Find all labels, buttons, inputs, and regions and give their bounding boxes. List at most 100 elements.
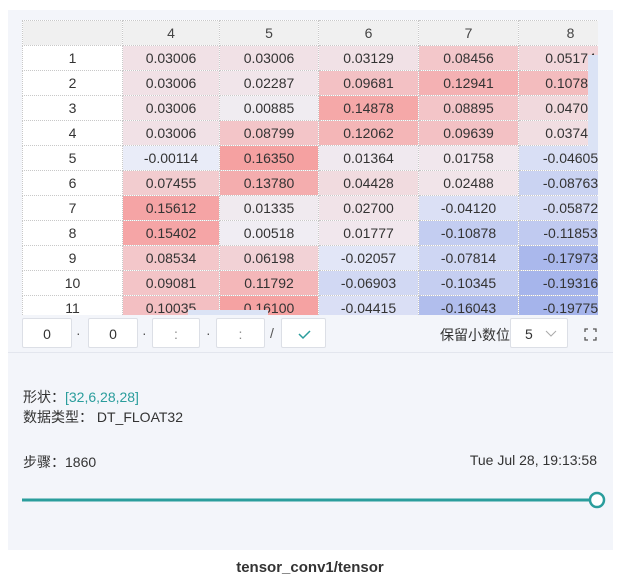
slice-input[interactable]: :	[152, 318, 200, 348]
table-row: 8 0.15402 0.00518 0.01777 -0.10878 -0.11853	[22, 220, 598, 246]
step-label: 步骤：	[23, 454, 65, 470]
cell: -0.19316	[518, 270, 598, 296]
cell: -0.04415	[318, 295, 419, 315]
decimals-select[interactable]: 5	[510, 318, 568, 348]
step-slider[interactable]	[16, 490, 612, 512]
cell: 0.08534	[122, 245, 220, 271]
row-label: 9	[22, 245, 123, 271]
row-label: 1	[22, 45, 123, 71]
cell: -0.04120	[418, 195, 519, 221]
cell: 0.05174	[518, 45, 598, 71]
decimals-value: 5	[525, 326, 533, 342]
cell: -0.16043	[418, 295, 519, 315]
column-header: 7	[418, 20, 519, 46]
row-label: 11	[22, 295, 123, 315]
table-row: 3 0.03006 0.00885 0.14878 0.08895 0.04705	[22, 95, 598, 121]
table-row: 5 -0.00114 0.16350 0.01364 0.01758 -0.04605	[22, 145, 598, 171]
cell: -0.17973	[518, 245, 598, 271]
slice-input[interactable]: :	[216, 318, 265, 348]
cell: -0.07814	[418, 245, 519, 271]
cell: 0.12062	[318, 120, 419, 146]
h-scrollbar[interactable]	[188, 310, 268, 315]
dtype-row: 数据类型： DT_FLOAT32	[23, 407, 183, 427]
row-label: 5	[22, 145, 123, 171]
cell: -0.05872	[518, 195, 598, 221]
table-row: 1 0.03006 0.03006 0.03129 0.08456 0.05174	[22, 45, 598, 71]
cell: 0.06198	[219, 245, 319, 271]
index-input[interactable]: 0	[88, 318, 138, 348]
cell: 0.00885	[219, 95, 319, 121]
cell: 0.08456	[418, 45, 519, 71]
cell: 0.09639	[418, 120, 519, 146]
cell: 0.03006	[122, 120, 220, 146]
separator: ·	[206, 325, 211, 341]
column-header: 4	[122, 20, 220, 46]
table-row: 10 0.09081 0.11792 -0.06903 -0.10345 -0.19316	[22, 270, 598, 296]
cell: 0.03129	[318, 45, 419, 71]
shape-label: 形状：	[23, 389, 65, 405]
column-header: 8	[518, 20, 598, 46]
table-row: 6 0.07455 0.13780 0.04428 0.02488 -0.08763	[22, 170, 598, 196]
column-header: 6	[318, 20, 419, 46]
cell: 0.03006	[219, 45, 319, 71]
cell: -0.06903	[318, 270, 419, 296]
index-input[interactable]: 0	[22, 318, 72, 348]
divider	[8, 352, 613, 353]
cell: 0.10788	[518, 70, 598, 96]
cell: 0.02488	[418, 170, 519, 196]
cell: -0.11853	[518, 220, 598, 246]
table-row: 9 0.08534 0.06198 -0.02057 -0.07814 -0.17973	[22, 245, 598, 271]
cell: 0.03006	[122, 70, 220, 96]
step-row: 步骤：1860	[23, 452, 96, 472]
cell: 0.15612	[122, 195, 220, 221]
table-row: 2 0.03006 0.02287 0.09681 0.12941 0.10788	[22, 70, 598, 96]
dtype-label: 数据类型：	[23, 409, 93, 425]
cell: 0.03748	[518, 120, 598, 146]
row-label: 8	[22, 220, 123, 246]
caption: tensor_conv1/tensor	[236, 559, 384, 576]
cell: 0.04705	[518, 95, 598, 121]
cell: 0.01335	[219, 195, 319, 221]
cell: 0.01364	[318, 145, 419, 171]
cell: 0.02287	[219, 70, 319, 96]
cell: 0.07455	[122, 170, 220, 196]
slider-handle[interactable]	[588, 491, 606, 509]
cell: 0.03006	[122, 45, 220, 71]
chevron	[545, 330, 557, 337]
confirm-button[interactable]	[281, 318, 326, 348]
separator: ·	[76, 325, 81, 341]
decimals-label: 保留小数位	[440, 327, 510, 343]
cell: -0.02057	[318, 245, 419, 271]
cell: 0.02700	[318, 195, 419, 221]
table-row: 11 0.10035 0.16100 -0.04415 -0.16043 -0.19775	[22, 295, 598, 315]
check-icon	[298, 330, 311, 340]
row-label: 4	[22, 120, 123, 146]
scrollbar[interactable]	[588, 55, 598, 150]
table-row: 4 0.03006 0.08799 0.12062 0.09639 0.03748	[22, 120, 598, 146]
row-label: 6	[22, 170, 123, 196]
column-header: 5	[219, 20, 319, 46]
cell: 0.15402	[122, 220, 220, 246]
cell: 0.11792	[219, 270, 319, 296]
timestamp: Tue Jul 28, 19:13:58	[469, 452, 597, 468]
cell: -0.19775	[518, 295, 598, 315]
expand-icon[interactable]	[584, 328, 597, 341]
shape-value: [32,6,28,28]	[65, 389, 139, 405]
row-label: 2	[22, 70, 123, 96]
cell: -0.10878	[418, 220, 519, 246]
row-label: 10	[22, 270, 123, 296]
row-label: 3	[22, 95, 123, 121]
step-value: 1860	[65, 454, 97, 470]
cell: -0.10345	[418, 270, 519, 296]
cell: 0.13780	[219, 170, 319, 196]
table-row: 7 0.15612 0.01335 0.02700 -0.04120 -0.05872	[22, 195, 598, 221]
shape-row: 形状：[32,6,28,28]	[23, 387, 139, 407]
separator: ·	[142, 325, 147, 341]
cell: 0.01777	[318, 220, 419, 246]
cell: 0.04428	[318, 170, 419, 196]
cell: 0.01758	[418, 145, 519, 171]
